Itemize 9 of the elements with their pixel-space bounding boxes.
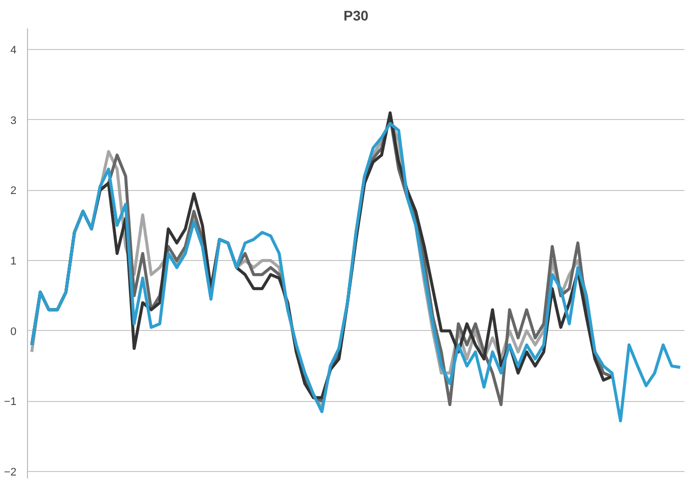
chart-title: P30 [344,8,369,24]
y-tick-label: 1 [10,256,17,268]
y-tick-label: −1 [4,396,17,408]
line-series [30,122,682,422]
y-tick-label: 3 [10,114,17,127]
y-tick-label: −2 [4,466,17,478]
y-tick-label: 2 [10,185,17,198]
y-tick-label: 4 [10,44,17,57]
y-tick-label: 0 [10,326,17,338]
